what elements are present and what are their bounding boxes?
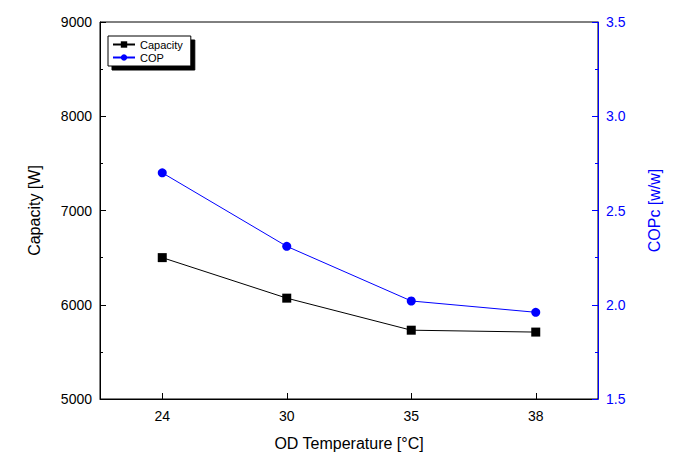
svg-text:COPc [w/w]: COPc [w/w] (646, 169, 663, 253)
svg-text:6000: 6000 (61, 297, 92, 313)
svg-text:3.5: 3.5 (606, 14, 626, 30)
svg-text:9000: 9000 (61, 14, 92, 30)
svg-text:OD Temperature [°C]: OD Temperature [°C] (274, 435, 423, 452)
svg-text:8000: 8000 (61, 108, 92, 124)
svg-text:Capacity [W]: Capacity [W] (26, 165, 43, 256)
svg-text:7000: 7000 (61, 203, 92, 219)
svg-text:2.0: 2.0 (606, 297, 626, 313)
svg-text:COP: COP (140, 52, 164, 64)
svg-text:3.0: 3.0 (606, 108, 626, 124)
svg-text:24: 24 (154, 408, 170, 424)
svg-text:30: 30 (279, 408, 295, 424)
svg-text:1.5: 1.5 (606, 391, 626, 407)
svg-text:38: 38 (528, 408, 544, 424)
svg-text:Capacity: Capacity (140, 39, 183, 51)
svg-text:35: 35 (403, 408, 419, 424)
svg-text:5000: 5000 (61, 391, 92, 407)
svg-text:2.5: 2.5 (606, 203, 626, 219)
